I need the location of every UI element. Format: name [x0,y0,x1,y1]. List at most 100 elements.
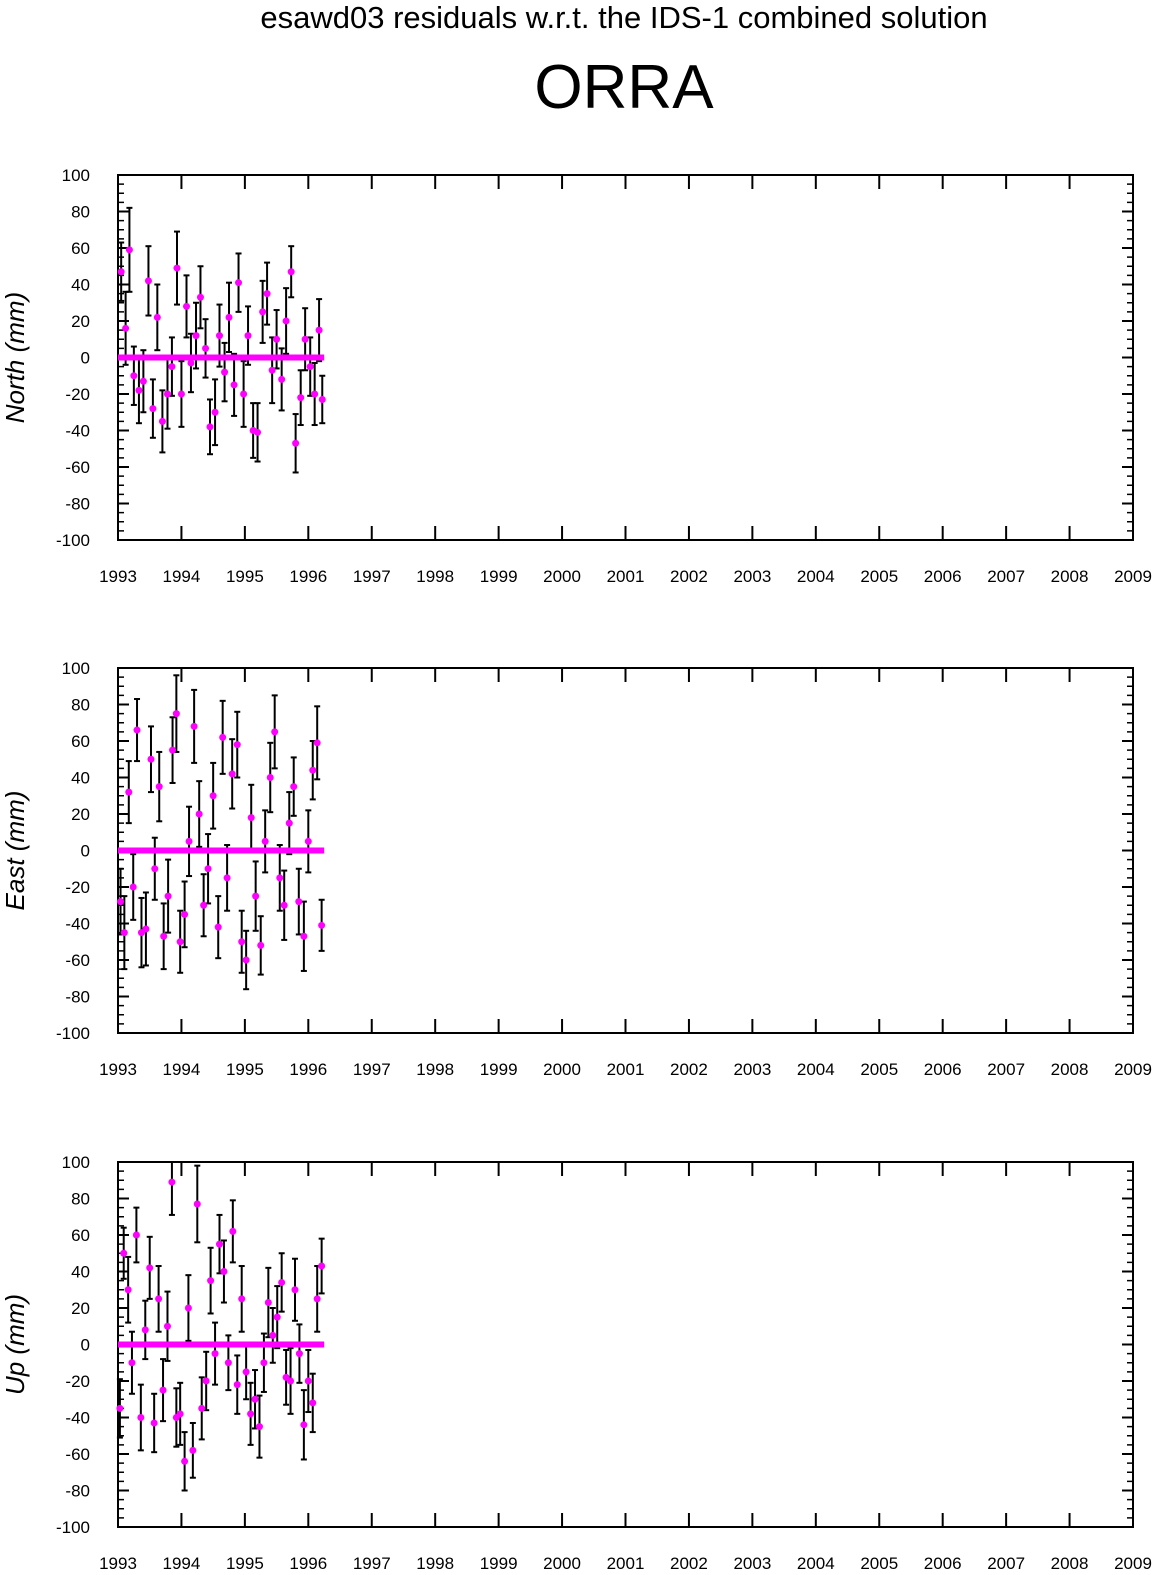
up-x-tick-label: 1998 [416,1554,454,1573]
east-x-tick-label: 2006 [924,1060,962,1079]
east-data-point [164,892,172,900]
north-y-tick-label: 20 [71,312,90,331]
east-data-point [169,746,177,754]
east-x-tick-label: 1994 [163,1060,201,1079]
up-data-point [309,1399,317,1407]
up-y-tick-label: 80 [71,1190,90,1209]
up-x-tick-label: 1995 [226,1554,264,1573]
north-data-point [149,405,157,413]
up-data-point [229,1227,237,1235]
up-data-point [146,1264,154,1272]
up-data-point [184,1304,192,1312]
north-data-point [153,313,161,321]
east-data-point [172,710,180,718]
east-data-point [190,722,198,730]
east-x-tick-label: 2003 [733,1060,771,1079]
up-x-tick-label: 1993 [99,1554,137,1573]
east-data-point [155,783,163,791]
up-data-point [120,1249,128,1257]
up-y-tick-label: -20 [65,1372,90,1391]
north-y-tick-label: 60 [71,239,90,258]
north-data-point [259,308,267,316]
east-y-tick-label: -40 [65,915,90,934]
north-x-tick-label: 1994 [163,567,201,586]
up-data-point [247,1410,255,1418]
up-y-tick-label: -60 [65,1445,90,1464]
up-x-tick-label: 2002 [670,1554,708,1573]
north-data-point [173,264,181,272]
east-x-tick-label: 1993 [99,1060,137,1079]
north-data-point [311,390,319,398]
north-data-point [263,290,271,298]
east-data-point [228,770,236,778]
east-x-tick-label: 1997 [353,1060,391,1079]
east-y-tick-label: -80 [65,988,90,1007]
east-y-tick-label: 60 [71,732,90,751]
north-data-point [287,268,295,276]
north-x-tick-label: 2009 [1114,567,1152,586]
east-x-tick-label: 2001 [607,1060,645,1079]
up-data-point [238,1295,246,1303]
north-y-tick-label: 100 [62,166,90,185]
up-y-tick-label: 100 [62,1153,90,1172]
north-data-point [144,277,152,285]
north-data-point [196,293,204,301]
north-data-point [297,394,305,402]
north-data-point [206,423,214,431]
up-data-point [150,1419,158,1427]
north-x-tick-label: 1996 [289,567,327,586]
north-data-point [240,390,248,398]
up-x-tick-label: 1997 [353,1554,391,1573]
up-x-tick-label: 1999 [480,1554,518,1573]
east-data-point [304,837,312,845]
north-data-point [235,279,243,287]
north-data-point [244,332,252,340]
north-data-point [282,317,290,325]
up-data-point [273,1313,281,1321]
north-y-tick-label: 40 [71,276,90,295]
up-data-point [220,1268,228,1275]
north-y-axis-label: North (mm) [0,292,30,423]
north-x-tick-label: 1995 [226,567,264,586]
up-data-point [124,1286,132,1294]
east-data-point [290,783,298,791]
up-residuals-panel: 1993 1994 1995 1996 1997 1998 1999 2000 2001 2002… [0,1153,1152,1573]
up-data-point [137,1414,145,1421]
east-data-point [300,932,308,940]
north-data-point [254,428,262,436]
up-data-point [207,1277,215,1285]
east-x-tick-label: 1995 [226,1060,264,1079]
up-data-point [313,1295,321,1303]
north-data-point [117,268,125,276]
north-data-point [125,246,133,254]
north-data-point [202,344,210,352]
up-x-tick-label: 2003 [733,1554,771,1573]
up-data-point [242,1368,250,1376]
up-data-point [318,1262,326,1270]
up-data-point [198,1404,206,1412]
east-data-point [318,921,326,929]
up-x-tick-label: 2000 [543,1554,581,1573]
up-data-point [181,1457,189,1465]
east-data-point [133,726,141,734]
east-data-point [181,910,189,918]
east-y-tick-label: 0 [81,842,90,861]
north-x-tick-label: 2003 [733,567,771,586]
up-x-tick-label: 2007 [987,1554,1025,1573]
east-x-tick-label: 1996 [289,1060,327,1079]
east-data-point [276,874,284,882]
up-data-point [193,1200,201,1208]
east-data-point [142,925,150,933]
east-data-point [176,938,184,946]
east-y-tick-label: -60 [65,951,90,970]
north-x-tick-label: 2001 [607,567,645,586]
up-data-point [128,1359,136,1367]
north-data-point [306,363,314,371]
north-data-point [183,302,191,310]
up-y-tick-label: -80 [65,1482,90,1501]
north-data-point [177,390,185,398]
east-y-tick-label: 20 [71,805,90,824]
north-data-point [273,335,281,343]
up-data-point [155,1295,163,1303]
